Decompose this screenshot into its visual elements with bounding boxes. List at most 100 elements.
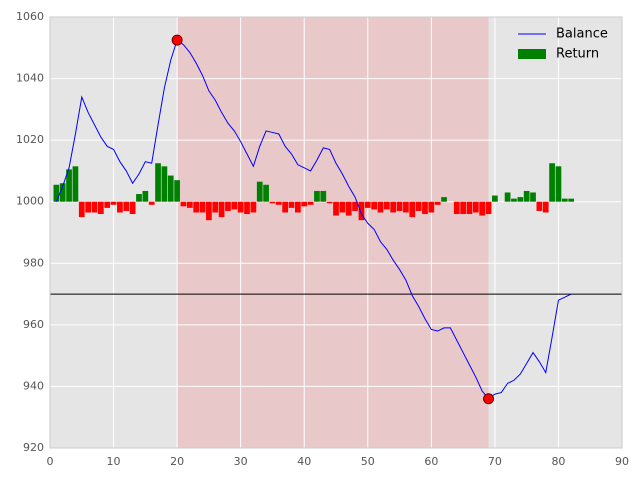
return-bar xyxy=(180,201,187,207)
y-tick-label: 980 xyxy=(23,256,44,269)
x-tick-label: 10 xyxy=(107,455,121,468)
x-tick-label: 50 xyxy=(361,455,375,468)
return-bar xyxy=(212,201,219,213)
return-bar xyxy=(263,184,269,202)
return-bar xyxy=(568,198,575,202)
return-bar xyxy=(155,163,161,202)
return-bar xyxy=(288,201,295,208)
return-bar xyxy=(549,163,555,202)
return-bar xyxy=(542,201,549,213)
return-bar xyxy=(250,201,257,213)
extreme-marker xyxy=(483,393,495,405)
x-tick-label: 0 xyxy=(47,455,54,468)
return-bar xyxy=(53,184,60,202)
y-tick-label: 1040 xyxy=(16,72,44,85)
x-tick-label: 20 xyxy=(170,455,184,468)
return-bar xyxy=(339,201,346,213)
return-bar xyxy=(390,201,397,213)
y-tick-label: 920 xyxy=(23,441,44,454)
return-bar xyxy=(237,201,244,213)
return-bar xyxy=(282,201,289,213)
return-bar xyxy=(466,201,473,215)
return-bar xyxy=(333,201,339,216)
return-bar xyxy=(517,197,524,202)
return-bar xyxy=(307,201,314,205)
y-tick-label: 1020 xyxy=(16,133,44,146)
y-tick-label: 940 xyxy=(23,379,44,392)
y-tick-label: 1060 xyxy=(16,10,44,23)
return-bar xyxy=(485,201,492,215)
return-bar xyxy=(434,201,441,205)
plot-frame xyxy=(49,16,623,449)
return-bar xyxy=(78,201,85,218)
return-bar xyxy=(358,201,365,221)
return-bar xyxy=(117,201,123,213)
highlight-span xyxy=(177,17,489,448)
return-bar xyxy=(225,201,231,211)
x-tick-label: 30 xyxy=(234,455,248,468)
return-bar xyxy=(104,201,111,208)
return-bar xyxy=(409,201,416,218)
return-bar xyxy=(91,201,98,213)
return-bar xyxy=(295,201,301,213)
return-bar xyxy=(415,201,422,211)
return-bar xyxy=(161,166,168,202)
return-bar xyxy=(352,201,358,211)
return-bar xyxy=(441,197,447,202)
return-bar xyxy=(345,201,352,216)
return-bar xyxy=(218,201,225,218)
return-bar xyxy=(206,201,212,221)
return-bar xyxy=(66,169,72,202)
return-bar xyxy=(492,195,498,202)
return-bar xyxy=(422,201,428,215)
x-tick-label: 40 xyxy=(297,455,311,468)
return-bar xyxy=(472,201,479,213)
return-bar xyxy=(396,201,403,211)
y-tick-label: 960 xyxy=(23,318,44,331)
x-tick-label: 70 xyxy=(488,455,502,468)
return-bar xyxy=(320,190,327,202)
return-bar xyxy=(371,201,377,210)
return-bar xyxy=(275,201,282,205)
return-bar xyxy=(326,201,333,204)
return-bar xyxy=(504,192,511,202)
legend-label: Return xyxy=(556,47,599,62)
return-bar xyxy=(148,201,155,205)
return-bar xyxy=(530,192,536,202)
return-bar xyxy=(269,201,276,204)
return-bar xyxy=(85,201,91,213)
return-bar xyxy=(460,201,466,215)
return-bar xyxy=(142,190,149,202)
x-tick-label: 90 xyxy=(615,455,629,468)
x-tick-label: 60 xyxy=(424,455,438,468)
legend-label: Balance xyxy=(556,27,608,42)
return-bar xyxy=(244,201,250,215)
return-bar xyxy=(167,175,174,202)
return-bar xyxy=(536,201,543,211)
return-bar xyxy=(377,201,384,213)
return-bar xyxy=(59,183,66,202)
return-bar xyxy=(314,190,320,202)
y-tick-label: 1000 xyxy=(16,195,44,208)
return-bar xyxy=(129,201,136,215)
return-bar xyxy=(199,201,206,213)
return-bar xyxy=(256,181,263,202)
return-bar xyxy=(136,194,142,202)
return-bar xyxy=(403,201,409,213)
return-bar xyxy=(453,201,460,215)
return-bar xyxy=(428,201,435,213)
return-bar xyxy=(555,166,562,202)
return-bar xyxy=(523,190,530,202)
return-bar xyxy=(72,166,79,202)
return-bar xyxy=(511,198,517,202)
return-bar xyxy=(383,201,390,210)
return-bar xyxy=(97,201,104,215)
return-bar xyxy=(123,201,130,211)
return-bar xyxy=(301,201,308,207)
return-bar xyxy=(479,201,486,216)
return-bar xyxy=(186,201,193,208)
return-bar xyxy=(561,198,568,202)
legend-swatch xyxy=(518,49,546,59)
return-bar xyxy=(364,201,371,208)
